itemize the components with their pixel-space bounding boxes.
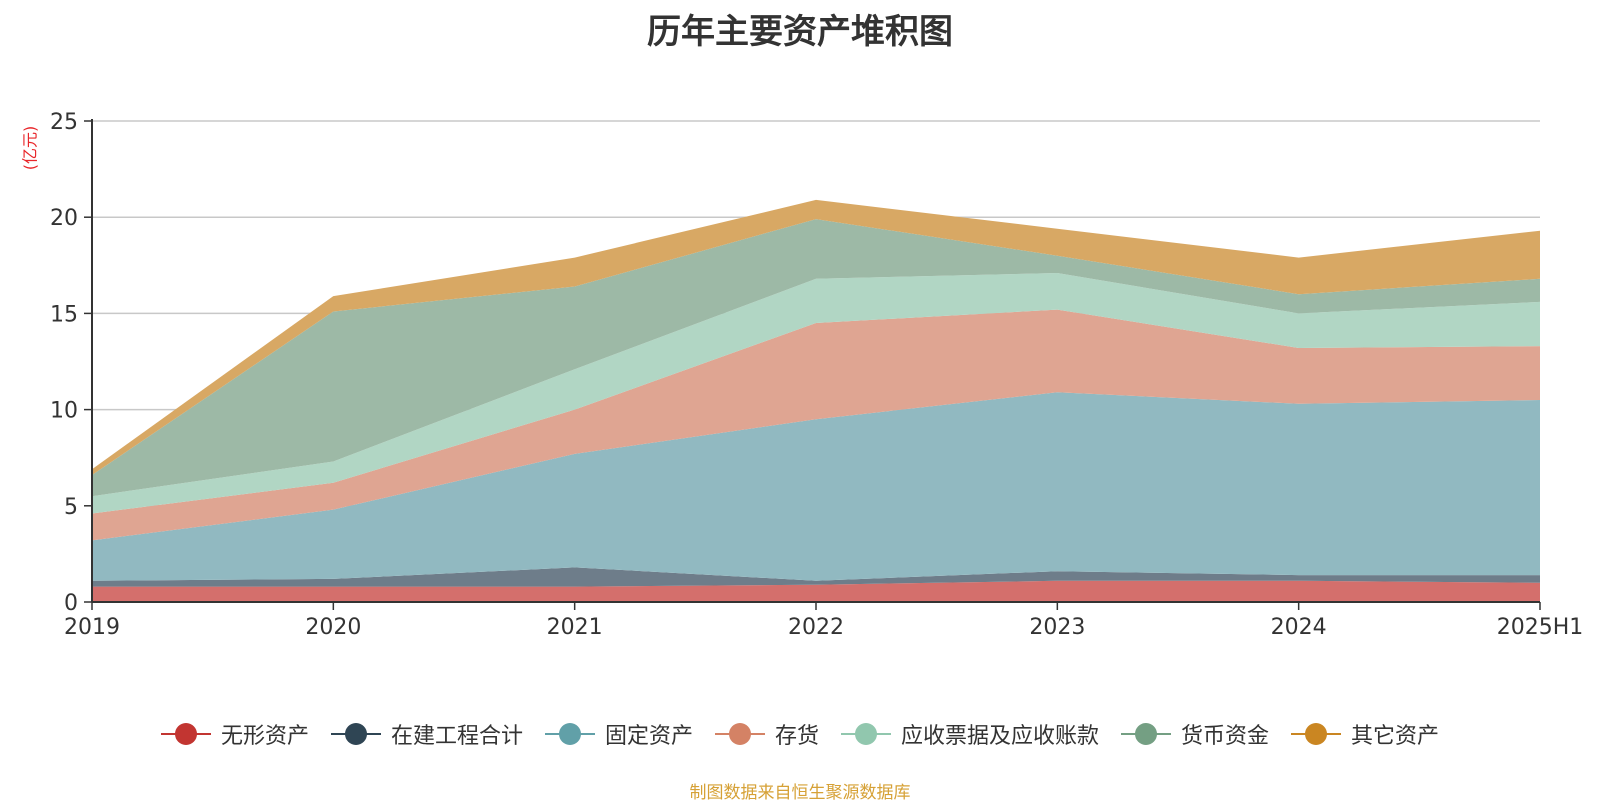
x-tick-label: 2025H1 [1497,615,1584,640]
y-tick-label: 25 [50,110,78,135]
legend-label: 存货 [774,724,819,749]
axes: 0 5 10 15 20 25 2019 2020 2021 2022 2023 2024 2025H1 [50,110,1583,640]
legend-marker [1121,722,1172,746]
legend-label: 无形资产 [220,724,309,749]
x-tick-label: 2021 [547,615,603,640]
x-tick-label: 2023 [1029,615,1085,640]
legend-item-1[interactable]: 在建工程合计 [330,718,523,750]
legend-item-0[interactable]: 无形资产 [160,718,309,750]
legend-marker [714,722,765,746]
legend-item-5[interactable]: 货币资金 [1121,718,1269,750]
legend-label: 其它资产 [1351,724,1440,749]
legend-item-4[interactable]: 应收票据及应收账款 [841,718,1099,750]
legend-item-6[interactable]: 其它资产 [1291,718,1439,750]
chart-title: 历年主要资产堆积图 [647,12,953,52]
legend-item-2[interactable]: 固定资产 [544,718,693,750]
x-tick-label: 2020 [305,615,361,640]
area-series-4 [92,273,1540,514]
area-series-1 [92,567,1540,587]
x-tick-label: 2024 [1271,615,1327,640]
legend-item-3[interactable]: 存货 [714,718,819,750]
legend-marker [1291,722,1342,746]
area-series-0 [92,580,1540,602]
area-series-6 [92,199,1540,475]
data-source-note: 制图数据来自恒生聚源数据库 [689,783,911,803]
y-tick-label: 5 [64,495,78,520]
y-tick-label: 0 [64,591,78,616]
legend-label: 货币资金 [1181,724,1270,749]
y-tick-label: 15 [50,302,78,327]
area-series [92,199,1540,602]
y-tick-label: 10 [50,399,78,424]
legend-label: 在建工程合计 [390,724,523,749]
legend-label: 固定资产 [604,724,693,749]
x-tick-label: 2019 [64,615,120,640]
area-series-2 [92,392,1540,581]
legend-marker [160,722,211,746]
legend-label: 应收票据及应收账款 [901,724,1100,749]
legend: 无形资产 在建工程合计 固定资产 存货 应收票据及应收账款 货币资金 其它资产 [0,718,1600,750]
x-tick-label: 2022 [788,615,844,640]
stacked-area-chart: 0 5 10 15 20 25 2019 2020 2021 2022 2023 2024 2025H1 [50,110,1583,640]
area-series-5 [92,219,1540,497]
area-series-3 [92,309,1540,541]
legend-marker [544,722,595,746]
y-tick-label: 20 [50,206,78,231]
legend-marker [330,722,381,746]
legend-marker [841,722,891,746]
